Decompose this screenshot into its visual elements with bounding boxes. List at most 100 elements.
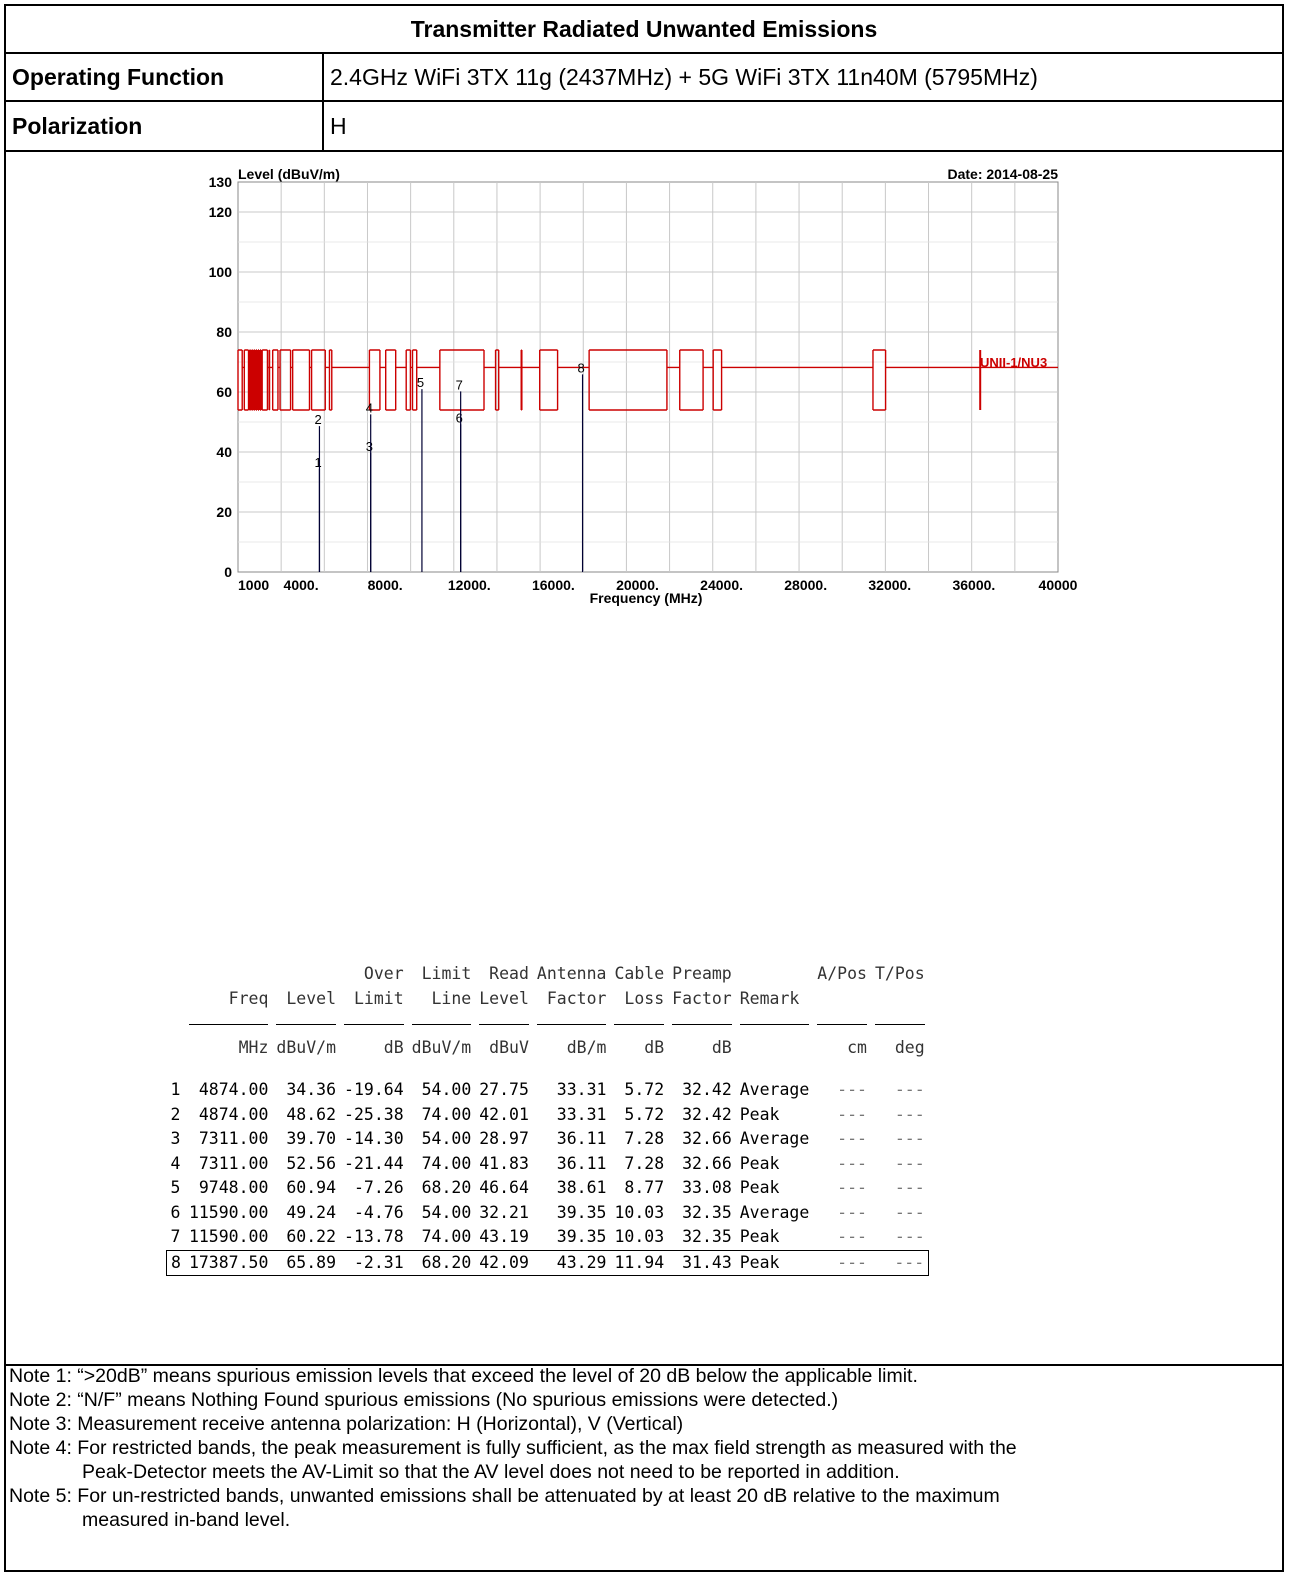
column-header: Remark bbox=[739, 988, 800, 1008]
separator-rule bbox=[874, 1023, 925, 1025]
table-cell: -7.26 bbox=[353, 1178, 404, 1197]
x-tick-label: 12000. bbox=[448, 577, 491, 593]
polarization-value: H bbox=[330, 112, 347, 139]
column-header: Read bbox=[489, 964, 529, 983]
separator-rule bbox=[276, 1023, 337, 1025]
table-cell: 54.00 bbox=[421, 1080, 472, 1099]
measurement-table: Over Limit Read Antenna Cable Preamp A/Pos T/Po… bbox=[165, 962, 930, 1276]
unit-cell: deg bbox=[894, 1037, 925, 1057]
table-cell: 10.03 bbox=[614, 1227, 665, 1246]
table-cell: 32.42 bbox=[682, 1080, 732, 1099]
column-header: Level bbox=[286, 988, 337, 1008]
operating-function-row: Operating Function 2.4GHz WiFi 3TX 11g (… bbox=[6, 54, 1282, 102]
marker-1-label: 1 bbox=[314, 455, 321, 470]
table-cell: 11.94 bbox=[610, 1249, 669, 1276]
table-cell: 10.03 bbox=[614, 1202, 665, 1222]
table-cell: 17387.50 bbox=[184, 1249, 273, 1276]
table-cell: 65.89 bbox=[272, 1249, 341, 1276]
unit-cell bbox=[167, 1036, 185, 1061]
y-tick-label: 130 bbox=[209, 174, 233, 190]
column-header: Cable bbox=[614, 964, 665, 983]
table-cell: --- bbox=[837, 1202, 867, 1222]
table-cell: 7311.00 bbox=[198, 1129, 269, 1148]
table-cell: 39.35 bbox=[556, 1202, 607, 1222]
table-cell: 39.70 bbox=[286, 1129, 337, 1148]
report-frame: Transmitter Radiated Unwanted Emissions … bbox=[4, 4, 1284, 1572]
table-cell: Average bbox=[739, 1129, 810, 1148]
note-1: Note 1: “>20dB” means spurious emission … bbox=[9, 1365, 918, 1387]
table-cell: 74.00 bbox=[421, 1104, 472, 1124]
unit-cell: dB bbox=[383, 1037, 404, 1057]
y-tick-label: 80 bbox=[216, 324, 232, 340]
note-3: Note 3: Measurement receive antenna pola… bbox=[9, 1413, 684, 1435]
column-header: Freq bbox=[228, 988, 269, 1008]
table-cell: Peak bbox=[739, 1104, 780, 1124]
note-4-line-2: Peak-Detector meets the AV-Limit so that… bbox=[82, 1461, 900, 1483]
measurement-table-wrap: Over Limit Read Antenna Cable Preamp A/Pos T/Po… bbox=[165, 962, 930, 1276]
table-cell: Peak bbox=[739, 1153, 780, 1173]
table-cell: --- bbox=[894, 1178, 925, 1197]
marker-6-label: 6 bbox=[456, 410, 463, 425]
table-cell: --- bbox=[837, 1129, 867, 1148]
x-axis-label: Frequency (MHz) bbox=[590, 590, 703, 606]
table-cell: 34.36 bbox=[286, 1080, 337, 1099]
y-tick-label: 60 bbox=[216, 384, 232, 400]
separator-cell bbox=[533, 1011, 611, 1036]
marker-5-label: 5 bbox=[417, 375, 424, 390]
table-row: 7 11590.00 60.22 -13.78 74.00 43.19 39.35 10.03… bbox=[167, 1225, 929, 1250]
table-cell: Average bbox=[739, 1080, 810, 1099]
table-cell: --- bbox=[870, 1249, 930, 1276]
table-row: 5 9748.00 60.94 -7.26 68.20 46.64 38.61 8.77 33.… bbox=[167, 1176, 929, 1201]
table-cell: -13.78 bbox=[344, 1227, 404, 1246]
table-cell: 9748.00 bbox=[198, 1178, 269, 1197]
y-tick-label: 120 bbox=[209, 204, 233, 220]
table-cell: 46.64 bbox=[479, 1178, 529, 1197]
emissions-chart: Level (dBuV/m) Date: 2014-08-25 Frequenc… bbox=[209, 166, 1078, 606]
table-cell: 68.20 bbox=[407, 1249, 476, 1276]
table-cell: --- bbox=[894, 1153, 925, 1173]
separator-cell bbox=[475, 1011, 533, 1036]
table-cell: 39.35 bbox=[556, 1227, 607, 1246]
limit-line-label: UNII-1/NU3 bbox=[980, 355, 1047, 370]
column-header: Line bbox=[431, 988, 472, 1008]
separator-rule bbox=[672, 1023, 732, 1025]
unit-cell: dB bbox=[711, 1037, 732, 1057]
table-row: 6 11590.00 49.24 -4.76 54.00 32.21 39.35 10.03 3… bbox=[167, 1201, 929, 1226]
table-cell: 1 bbox=[170, 1080, 181, 1099]
x-tick-label: 8000. bbox=[368, 577, 403, 593]
x-tick-label: 4000. bbox=[284, 577, 319, 593]
separator-cell bbox=[272, 1011, 340, 1036]
table-cell: Peak bbox=[739, 1178, 780, 1197]
table-separator-row bbox=[167, 1011, 929, 1036]
table-cell: 8.77 bbox=[624, 1178, 665, 1197]
column-header: Limit bbox=[421, 964, 472, 983]
column-header bbox=[167, 962, 185, 987]
table-cell: 54.00 bbox=[421, 1129, 472, 1148]
chart-grid bbox=[237, 181, 1059, 573]
table-header-row-2: Freq Level Limit Line Level Factor Loss Factor R… bbox=[167, 987, 929, 1012]
y-tick-label: 40 bbox=[216, 444, 232, 460]
x-tick-label: 32000. bbox=[868, 577, 911, 593]
table-cell: 11590.00 bbox=[188, 1202, 269, 1222]
unit-cell: dBuV/m bbox=[276, 1037, 337, 1057]
limit-line bbox=[237, 349, 1058, 411]
table-cell: --- bbox=[894, 1202, 925, 1222]
operating-function-value: 2.4GHz WiFi 3TX 11g (2437MHz) + 5G WiFi … bbox=[330, 63, 1038, 90]
y-tick-label: 20 bbox=[216, 504, 232, 520]
table-cell: 32.66 bbox=[682, 1153, 732, 1173]
table-cell: Peak bbox=[739, 1227, 780, 1246]
table-cell: 4 bbox=[170, 1153, 181, 1173]
table-cell: --- bbox=[837, 1080, 867, 1099]
table-cell: 74.00 bbox=[421, 1153, 472, 1173]
separator-rule bbox=[344, 1023, 404, 1025]
separator-rule bbox=[411, 1023, 472, 1025]
separator-cell bbox=[340, 1011, 408, 1036]
table-cell: 74.00 bbox=[421, 1227, 472, 1246]
separator-cell bbox=[167, 1011, 185, 1036]
table-cell: -25.38 bbox=[344, 1104, 404, 1124]
table-cell: Peak bbox=[735, 1249, 814, 1276]
table-row: 8 17387.50 65.89 -2.31 68.20 42.09 43.29 11.94 3… bbox=[165, 1249, 930, 1276]
column-header: T/Pos bbox=[874, 964, 925, 983]
table-cell: --- bbox=[894, 1129, 925, 1148]
